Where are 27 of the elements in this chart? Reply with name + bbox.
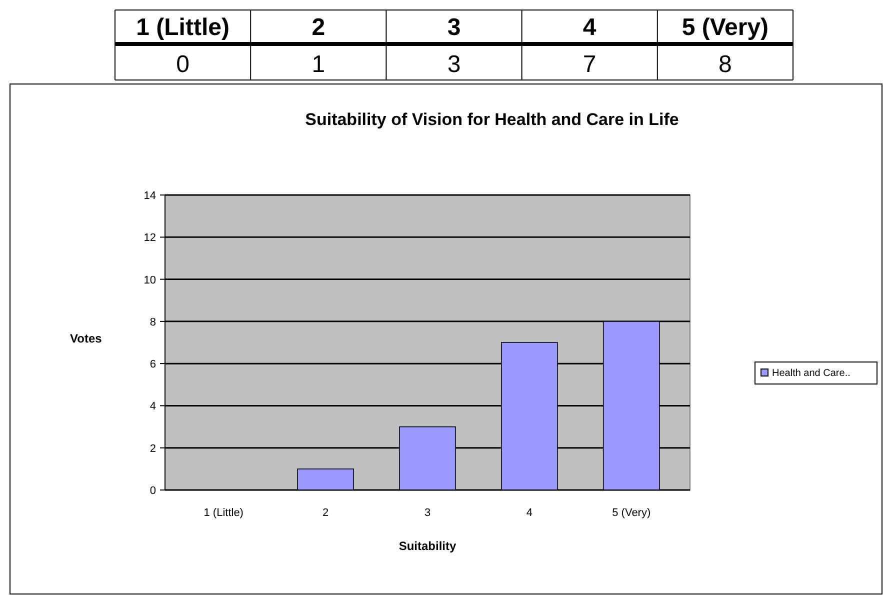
y-tick-label: 6 (150, 358, 156, 371)
y-tick-label: 0 (150, 485, 156, 497)
chart-title: Suitability of Vision for Health and Care in Life (305, 110, 679, 129)
y-tick-label: 8 (150, 316, 156, 328)
y-tick-label: 14 (144, 190, 156, 202)
text: 0 (176, 51, 190, 78)
text: 3 (447, 51, 461, 78)
text: 7 (582, 51, 596, 78)
y-axis-title: Votes (70, 332, 102, 346)
category-label: 4 (582, 14, 596, 41)
x-axis-title: Suitability (398, 539, 456, 553)
y-tick-label: 10 (144, 274, 156, 286)
x-tick-label: 3 (424, 507, 431, 519)
category-label: 2 (312, 14, 326, 41)
legend-label: Health and Care.. (772, 368, 850, 379)
x-tick-label: 1 (Little) (204, 507, 244, 519)
x-tick-label: 2 (322, 507, 329, 519)
category-label: 5 (Very) (682, 14, 769, 41)
y-tick-label: 4 (150, 400, 156, 413)
x-tick-label: 5 (Very) (612, 507, 651, 519)
y-tick-label: 2 (150, 442, 156, 455)
y-tick-label: 12 (144, 232, 156, 244)
text: 1 (312, 51, 326, 78)
text: 8 (718, 51, 732, 78)
category-label: 3 (447, 14, 461, 41)
x-tick-label: 4 (526, 507, 533, 519)
category-label: 1 (Little) (136, 14, 230, 41)
